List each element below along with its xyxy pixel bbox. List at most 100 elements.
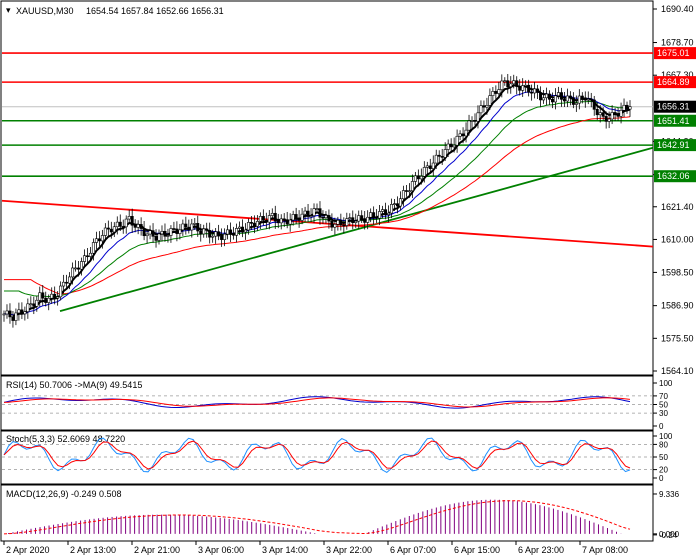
current-price-label: 1656.31	[657, 102, 690, 112]
candle-body	[127, 216, 131, 220]
candle-body	[345, 218, 349, 226]
candle-body	[202, 228, 206, 235]
candle-body	[571, 97, 575, 105]
candle-body	[333, 223, 337, 228]
candle-body	[506, 80, 510, 88]
candle-body	[169, 228, 173, 236]
candle-body	[208, 230, 212, 238]
candle-body	[530, 91, 534, 94]
candle-body	[455, 135, 459, 146]
macd-panel: 9.336 0.000-0.24	[3, 490, 680, 540]
time-axis: 2 Apr 2020 2 Apr 13:00 2 Apr 21:00 3 Apr 06…	[3, 541, 628, 555]
time-tick-label: 3 Apr 22:00	[326, 545, 372, 555]
candle-body	[518, 86, 522, 91]
dropdown-arrow-icon[interactable]: ▾	[6, 5, 11, 15]
candle-body	[133, 224, 137, 228]
red-trendline	[1, 199, 654, 248]
price-tick-label: 1621.40	[661, 202, 694, 212]
candle-body	[577, 95, 581, 104]
candle-body	[154, 236, 158, 241]
candle-body	[550, 99, 554, 103]
candle-body	[220, 235, 224, 240]
candle-body	[196, 223, 200, 232]
candle-body	[485, 105, 489, 108]
candle-body	[214, 231, 218, 237]
candle-body	[431, 162, 435, 169]
indicator-tick-label: 0	[659, 422, 664, 431]
candle-body	[276, 220, 280, 224]
candle-body	[545, 93, 549, 99]
candle-body	[619, 109, 623, 117]
candle-body	[559, 92, 563, 100]
candle-body	[410, 181, 414, 192]
candle-body	[243, 229, 247, 233]
indicator-tick-label: 100	[659, 432, 673, 441]
ma-long-line	[4, 116, 631, 295]
price-tick-label: 1678.70	[661, 38, 694, 48]
trendlines	[1, 146, 654, 312]
candle-body	[387, 212, 391, 215]
candle-body	[616, 113, 620, 117]
candle-body	[273, 212, 277, 222]
indicator-tick-label: 30	[659, 409, 668, 418]
candle-body	[270, 212, 274, 216]
indicator-tick-label: 50	[659, 453, 668, 462]
candle-body	[443, 149, 447, 158]
time-tick-label: 6 Apr 15:00	[454, 545, 500, 555]
main-panel-frame	[0, 0, 654, 376]
candle-body	[181, 223, 185, 231]
candle-body	[118, 221, 122, 227]
candle-body	[100, 235, 104, 242]
candle-body	[393, 203, 397, 205]
price-tick-label: 1667.30	[661, 70, 694, 80]
candle-body	[589, 98, 593, 101]
level-tag-label: 1651.41	[657, 116, 690, 126]
candle-body	[294, 214, 298, 219]
candle-body	[363, 218, 367, 223]
price-axis: 1690.401678.701667.301644.201632.601621.…	[653, 4, 694, 376]
level-tag	[654, 114, 696, 127]
candle-body	[249, 222, 253, 224]
candle-body	[175, 228, 179, 234]
time-tick-label: 2 Apr 21:00	[134, 545, 180, 555]
ma-slow-line	[4, 100, 631, 298]
candle-body	[464, 129, 468, 137]
candle-body	[366, 216, 370, 223]
candle-body	[580, 95, 584, 99]
candle-body	[240, 226, 244, 233]
candle-body	[184, 223, 188, 228]
indicator-tick-label: 20	[659, 466, 668, 475]
ohlc-readout: 1654.54 1657.84 1652.66 1656.31	[86, 6, 224, 16]
candle-body	[80, 261, 84, 270]
candle-body	[384, 209, 388, 215]
price-tick-label: 1690.40	[661, 4, 694, 14]
candle-body	[56, 296, 60, 299]
candle-body	[321, 216, 325, 219]
candle-body	[252, 222, 256, 227]
candle-body	[503, 80, 507, 82]
candle-body	[103, 227, 107, 236]
candle-body	[539, 92, 543, 101]
candle-body	[434, 154, 438, 164]
candle-body	[166, 235, 170, 237]
candle-body	[44, 297, 48, 303]
candle-body	[473, 120, 477, 122]
stoch-title: Stoch(5,3,3) 52.6069 48.7220	[6, 434, 125, 444]
price-tick-label: 1610.00	[661, 234, 694, 244]
candle-body	[398, 198, 402, 207]
candle-body	[160, 230, 164, 235]
candle-body	[553, 95, 557, 103]
candle-body	[124, 218, 128, 228]
candle-body	[190, 223, 194, 231]
indicator-tick-label: 0	[659, 474, 664, 483]
indicator-tick-label: 9.336	[659, 490, 680, 499]
macd-title: MACD(12,26,9) -0.249 0.508	[6, 489, 122, 499]
macd-panel-frame	[0, 484, 654, 542]
candle-body	[88, 252, 92, 257]
candle-body	[568, 95, 572, 99]
current-price-tag	[654, 100, 696, 113]
candle-body	[533, 88, 537, 94]
candle-body	[261, 216, 265, 221]
